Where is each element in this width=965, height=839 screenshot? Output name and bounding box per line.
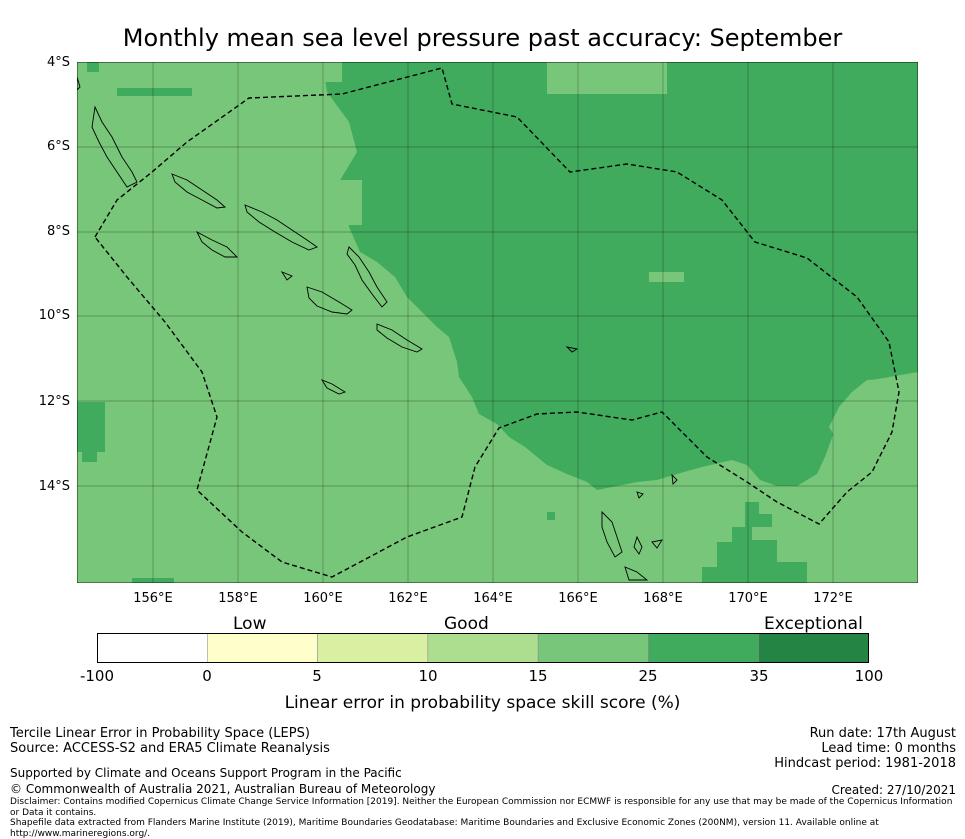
lon-label-164e: 164°E xyxy=(473,591,513,606)
colorbar-tick-10: 10 xyxy=(418,667,438,685)
skill-patch-bottom xyxy=(132,578,174,583)
colorbar-tick-35: 35 xyxy=(749,667,769,685)
island-santa-isabel xyxy=(244,204,318,251)
skill-patch-small xyxy=(547,512,555,520)
lat-label-6s: 6°S xyxy=(46,139,70,154)
island-small-1 xyxy=(280,271,293,281)
lat-label-8s: 8°S xyxy=(46,224,70,239)
colorbar-tick-neg100: -100 xyxy=(79,667,115,685)
colorbar-tick-25: 25 xyxy=(638,667,658,685)
eez-boundary xyxy=(94,67,900,578)
skill-patch-light-5 xyxy=(317,62,342,82)
island-vanuatu-2 xyxy=(633,535,643,555)
lon-label-172e: 172°E xyxy=(813,591,853,606)
colorbar-category-low: Low xyxy=(233,614,267,634)
colorbar-tick-100: 100 xyxy=(854,667,884,685)
colorbar-swatch xyxy=(537,633,649,663)
skill-patch-light-4 xyxy=(292,180,362,225)
island-small-2 xyxy=(565,346,579,353)
map-title: Monthly mean sea level pressure past acc… xyxy=(122,24,843,52)
skill-region-high xyxy=(322,62,918,490)
island-guadalcanal xyxy=(306,286,353,315)
colorbar-swatch xyxy=(207,633,318,663)
island-vanuatu-3 xyxy=(624,566,649,581)
skill-patch-light-1 xyxy=(547,62,667,94)
colorbar xyxy=(97,633,869,663)
footer-disclaimer-copernicus: Disclaimer: Contains modified Copernicus… xyxy=(10,797,953,818)
footer-created: Created: 27/10/2021 xyxy=(831,783,956,797)
colorbar-swatch xyxy=(427,633,539,663)
colorbar-swatch xyxy=(758,633,869,663)
skill-patch-light-2 xyxy=(649,272,684,282)
footer-run-date: Run date: 17th August xyxy=(809,726,956,741)
lon-label-156e: 156°E xyxy=(133,591,173,606)
lon-label-168e: 168°E xyxy=(643,591,683,606)
island-bougainville xyxy=(91,105,138,188)
skill-patch-light-3 xyxy=(829,377,918,452)
lon-label-158e: 158°E xyxy=(218,591,258,606)
island-vanuatu-1 xyxy=(601,510,623,558)
island-tikopia xyxy=(636,491,644,499)
footer-method: Tercile Linear Error in Probability Spac… xyxy=(10,726,310,741)
footer-copyright: © Commonwealth of Australia 2021, Austra… xyxy=(10,782,436,796)
lat-label-10s: 10°S xyxy=(38,308,70,323)
skill-map xyxy=(77,62,918,583)
lat-label-12s: 12°S xyxy=(38,394,70,409)
island-makira xyxy=(376,323,423,353)
colorbar-label: Linear error in probability space skill … xyxy=(284,693,681,713)
island-choiseul xyxy=(171,173,227,209)
footer-support: Supported by Climate and Oceans Support … xyxy=(10,766,402,780)
colorbar-swatch xyxy=(97,633,208,663)
lat-label-14s: 14°S xyxy=(38,479,70,494)
footer-hindcast-period: Hindcast period: 1981-2018 xyxy=(774,756,956,771)
island-malaita xyxy=(346,246,388,308)
footer-lead-time: Lead time: 0 months xyxy=(821,741,956,756)
colorbar-tick-15: 15 xyxy=(528,667,548,685)
footer-source: Source: ACCESS-S2 and ERA5 Climate Reana… xyxy=(10,741,330,756)
island-new-georgia xyxy=(195,230,239,258)
skill-patch-corner xyxy=(87,62,99,72)
lon-label-160e: 160°E xyxy=(303,591,343,606)
island-rennell xyxy=(320,379,347,395)
footer-disclaimer: Disclaimer: Contains modified Copernicus… xyxy=(10,797,955,839)
colorbar-category-good: Good xyxy=(444,614,489,634)
colorbar-swatch xyxy=(317,633,429,663)
colorbar-category-exceptional: Exceptional xyxy=(764,614,863,634)
colorbar-tick-0: 0 xyxy=(202,667,212,685)
skill-patch-southeast xyxy=(702,502,807,583)
colorbar-swatch xyxy=(648,633,759,663)
coastlines xyxy=(77,76,678,581)
island-west-tip xyxy=(77,76,81,91)
lon-label-162e: 162°E xyxy=(388,591,428,606)
island-santa-cruz xyxy=(671,473,678,485)
lon-label-166e: 166°E xyxy=(558,591,598,606)
lon-label-170e: 170°E xyxy=(728,591,768,606)
skill-patch-band xyxy=(117,88,192,96)
lat-label-4s: 4°S xyxy=(46,55,70,70)
footer-disclaimer-shapefile: Shapefile data extracted from Flanders M… xyxy=(10,818,879,839)
colorbar-tick-5: 5 xyxy=(312,667,322,685)
skill-patch-west xyxy=(77,402,105,452)
gridlines xyxy=(77,62,918,583)
island-vanuatu-4 xyxy=(651,539,663,549)
skill-patch-west-2 xyxy=(82,452,97,462)
